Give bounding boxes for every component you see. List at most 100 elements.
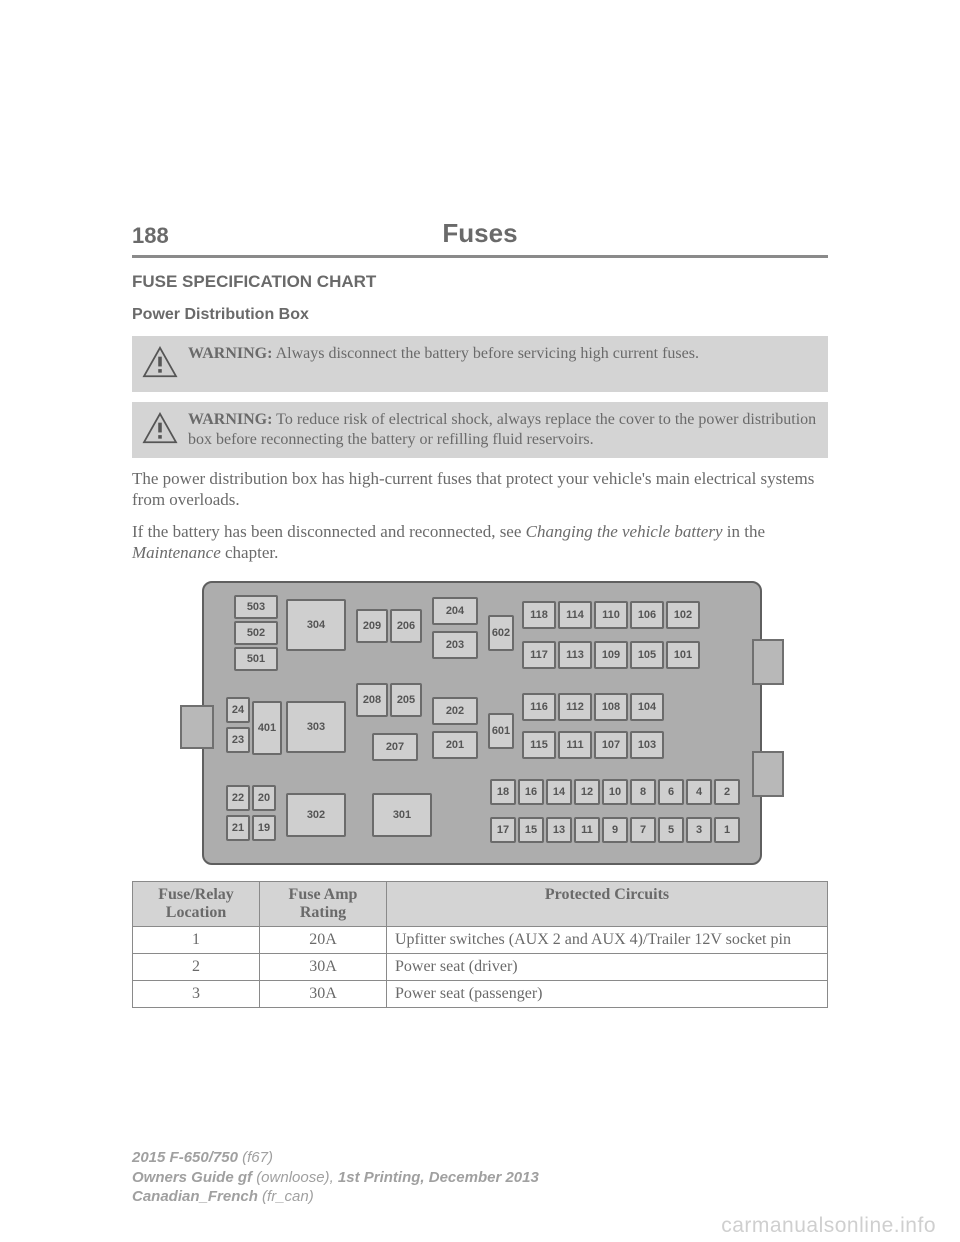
text-italic: Changing the vehicle battery [526, 522, 723, 541]
fuse-slot: 106 [630, 601, 664, 629]
fuse-slot: 2 [714, 779, 740, 805]
fuse-slot: 112 [558, 693, 592, 721]
fuse-slot: 21 [226, 815, 250, 841]
fuse-slot: 7 [630, 817, 656, 843]
cell-circuits: Upfitter switches (AUX 2 and AUX 4)/Trai… [387, 927, 828, 954]
fuse-slot: 501 [234, 647, 278, 671]
warning-icon [142, 346, 178, 384]
warning-body: Always disconnect the battery before ser… [272, 345, 699, 362]
fuse-slot: 19 [252, 815, 276, 841]
warning-label: WARNING: [188, 345, 272, 362]
fuse-slot: 201 [432, 731, 478, 759]
fuse-box-tab [180, 705, 214, 749]
footer-line: Owners Guide gf (ownloose), 1st Printing… [132, 1168, 828, 1188]
fuse-slot: 14 [546, 779, 572, 805]
fuse-slot: 1 [714, 817, 740, 843]
fuse-slot: 13 [546, 817, 572, 843]
fuse-slot: 18 [490, 779, 516, 805]
fuse-slot: 204 [432, 597, 478, 625]
fuse-slot: 9 [602, 817, 628, 843]
fuse-slot: 111 [558, 731, 592, 759]
cell-location: 3 [133, 981, 260, 1008]
cell-location: 1 [133, 927, 260, 954]
col-header-amp: Fuse Amp Rating [260, 882, 387, 927]
fuse-slot: 4 [686, 779, 712, 805]
fuse-slot: 208 [356, 683, 388, 717]
fuse-slot: 114 [558, 601, 592, 629]
cell-amp: 30A [260, 981, 387, 1008]
fuse-slot: 116 [522, 693, 556, 721]
fuse-slot: 11 [574, 817, 600, 843]
text-run: chapter. [221, 543, 279, 562]
fuse-slot: 101 [666, 641, 700, 669]
fuse-slot: 601 [488, 713, 514, 749]
fuse-box-diagram: 5035025013043033024012423222120192092062… [132, 581, 828, 861]
section-heading: FUSE SPECIFICATION CHART [132, 272, 828, 292]
fuse-box-canvas: 5035025013043033024012423222120192092062… [188, 581, 772, 861]
fuse-slot: 206 [390, 609, 422, 643]
col-header-circuits: Protected Circuits [387, 882, 828, 927]
fuse-slot: 103 [630, 731, 664, 759]
table-header-row: Fuse/Relay Location Fuse Amp Rating Prot… [133, 882, 828, 927]
warning-label: WARNING: [188, 411, 272, 428]
fuse-slot: 15 [518, 817, 544, 843]
footer-bold: 2015 F-650/750 [132, 1149, 242, 1166]
fuse-slot: 503 [234, 595, 278, 619]
fuse-slot: 5 [658, 817, 684, 843]
footer-bold: Canadian_French [132, 1188, 262, 1205]
fuse-slot: 23 [226, 727, 250, 753]
fuse-slot: 104 [630, 693, 664, 721]
page-title: Fuses [132, 218, 828, 249]
fuse-slot: 105 [630, 641, 664, 669]
fuse-slot: 6 [658, 779, 684, 805]
fuse-box-body: 5035025013043033024012423222120192092062… [202, 581, 762, 865]
warning-text: WARNING: To reduce risk of electrical sh… [188, 410, 818, 450]
page-number: 188 [132, 223, 169, 249]
fuse-slot: 602 [488, 615, 514, 651]
col-header-location: Fuse/Relay Location [133, 882, 260, 927]
fuse-box-tab [752, 639, 784, 685]
text-run: in the [723, 522, 766, 541]
cell-circuits: Power seat (driver) [387, 954, 828, 981]
text-run: If the battery has been disconnected and… [132, 522, 526, 541]
cell-amp: 30A [260, 954, 387, 981]
fuse-slot: 24 [226, 697, 250, 723]
warning-body: To reduce risk of electrical shock, alwa… [188, 411, 816, 448]
warning-icon [142, 412, 178, 450]
page-footer: 2015 F-650/750 (f67) Owners Guide gf (ow… [132, 1148, 828, 1207]
footer-line: Canadian_French (fr_can) [132, 1187, 828, 1207]
footer-line: 2015 F-650/750 (f67) [132, 1148, 828, 1168]
subsection-heading: Power Distribution Box [132, 306, 828, 324]
body-paragraph: The power distribution box has high-curr… [132, 468, 828, 511]
fuse-box-tab [752, 751, 784, 797]
warning-box: WARNING: To reduce risk of electrical sh… [132, 402, 828, 458]
warning-text: WARNING: Always disconnect the battery b… [188, 344, 818, 364]
fuse-slot: 401 [252, 701, 282, 755]
fuse-slot: 117 [522, 641, 556, 669]
fuse-slot: 203 [432, 631, 478, 659]
watermark: carmanualsonline.info [721, 1214, 936, 1238]
fuse-slot: 22 [226, 785, 250, 811]
footer-italic: (fr_can) [262, 1188, 314, 1205]
fuse-slot: 108 [594, 693, 628, 721]
fuse-slot: 118 [522, 601, 556, 629]
footer-italic: (ownloose) [256, 1169, 329, 1186]
body-paragraph: If the battery has been disconnected and… [132, 521, 828, 564]
warning-box: WARNING: Always disconnect the battery b… [132, 336, 828, 392]
fuse-slot: 502 [234, 621, 278, 645]
table-row: 330APower seat (passenger) [133, 981, 828, 1008]
fuse-slot: 17 [490, 817, 516, 843]
fuse-slot: 102 [666, 601, 700, 629]
footer-italic: (f67) [242, 1149, 273, 1166]
page-header: 188 Fuses [132, 218, 828, 258]
fuse-slot: 302 [286, 793, 346, 837]
fuse-slot: 16 [518, 779, 544, 805]
cell-amp: 20A [260, 927, 387, 954]
cell-circuits: Power seat (passenger) [387, 981, 828, 1008]
fuse-slot: 8 [630, 779, 656, 805]
manual-page: 188 Fuses FUSE SPECIFICATION CHART Power… [0, 0, 960, 1207]
table-row: 120AUpfitter switches (AUX 2 and AUX 4)/… [133, 927, 828, 954]
cell-location: 2 [133, 954, 260, 981]
table-row: 230APower seat (driver) [133, 954, 828, 981]
fuse-slot: 10 [602, 779, 628, 805]
